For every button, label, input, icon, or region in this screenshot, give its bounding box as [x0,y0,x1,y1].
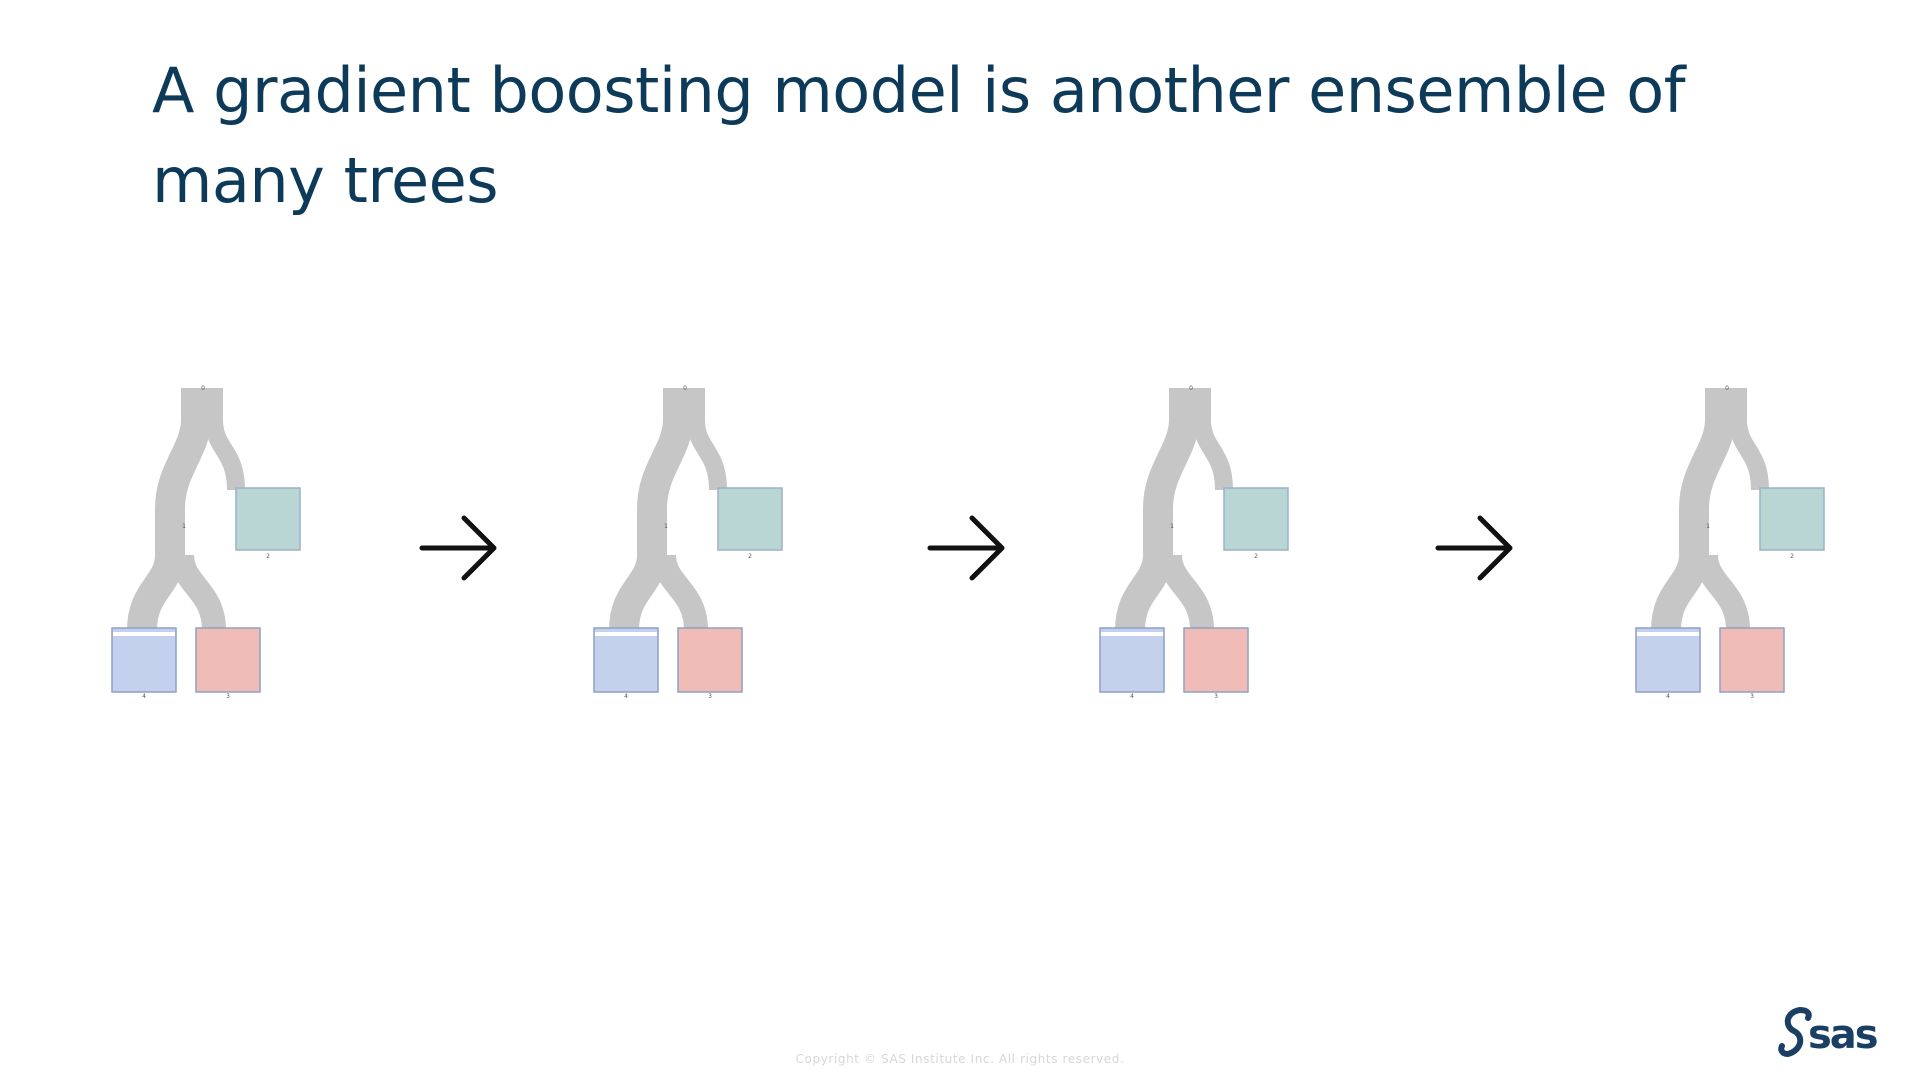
node-label-2: 2 [748,553,752,560]
sas-logo-text: sas [1808,1012,1877,1058]
node-label-1: 1 [664,523,668,530]
node-label-1: 1 [182,523,186,530]
node-label-0: 0 [683,385,687,392]
tree-branches [1651,388,1769,631]
node-label-4: 4 [1130,693,1134,700]
node-label-0: 0 [1725,385,1729,392]
leaf-node-4 [593,627,659,693]
decision-tree-1: 0 1 2 4 3 [111,385,301,700]
tree-branches [127,388,245,631]
leaf-node-2 [235,487,301,551]
node-label-1: 1 [1706,523,1710,530]
sas-logo: sas [1778,1007,1879,1058]
node-label-2: 2 [266,553,270,560]
leaf-node-3 [1719,627,1785,693]
leaf-node-3 [1183,627,1249,693]
leaf-node-4 [111,627,177,693]
tree-branches [1115,388,1233,631]
decision-tree-3: 0 1 2 4 3 [1099,385,1289,700]
node-label-4: 4 [624,693,628,700]
node-label-4: 4 [142,693,146,700]
right-arrow-icon [419,515,497,581]
node-label-3: 3 [226,693,230,700]
node-label-0: 0 [201,385,205,392]
node-label-1: 1 [1170,523,1174,530]
leaf-node-3 [677,627,743,693]
leaf-node-3 [195,627,261,693]
node-label-3: 3 [708,693,712,700]
node-label-3: 3 [1750,693,1754,700]
leaf-node-2 [717,487,783,551]
node-label-3: 3 [1214,693,1218,700]
node-label-2: 2 [1790,553,1794,560]
leaf-node-4 [1099,627,1165,693]
leaf-node-2 [1223,487,1289,551]
leaf-node-2 [1759,487,1825,551]
right-arrow-icon [927,515,1005,581]
node-label-4: 4 [1666,693,1670,700]
right-arrow-icon [1435,515,1513,581]
leaf-node-4 [1635,627,1701,693]
decision-tree-2: 0 1 2 4 3 [593,385,783,700]
node-label-2: 2 [1254,553,1258,560]
node-label-0: 0 [1189,385,1193,392]
decision-tree-4: 0 1 2 4 3 [1635,385,1825,700]
slide-title: A gradient boosting model is another ens… [152,54,1686,217]
tree-branches [609,388,727,631]
copyright-notice: Copyright © SAS Institute Inc. All right… [795,1052,1125,1066]
